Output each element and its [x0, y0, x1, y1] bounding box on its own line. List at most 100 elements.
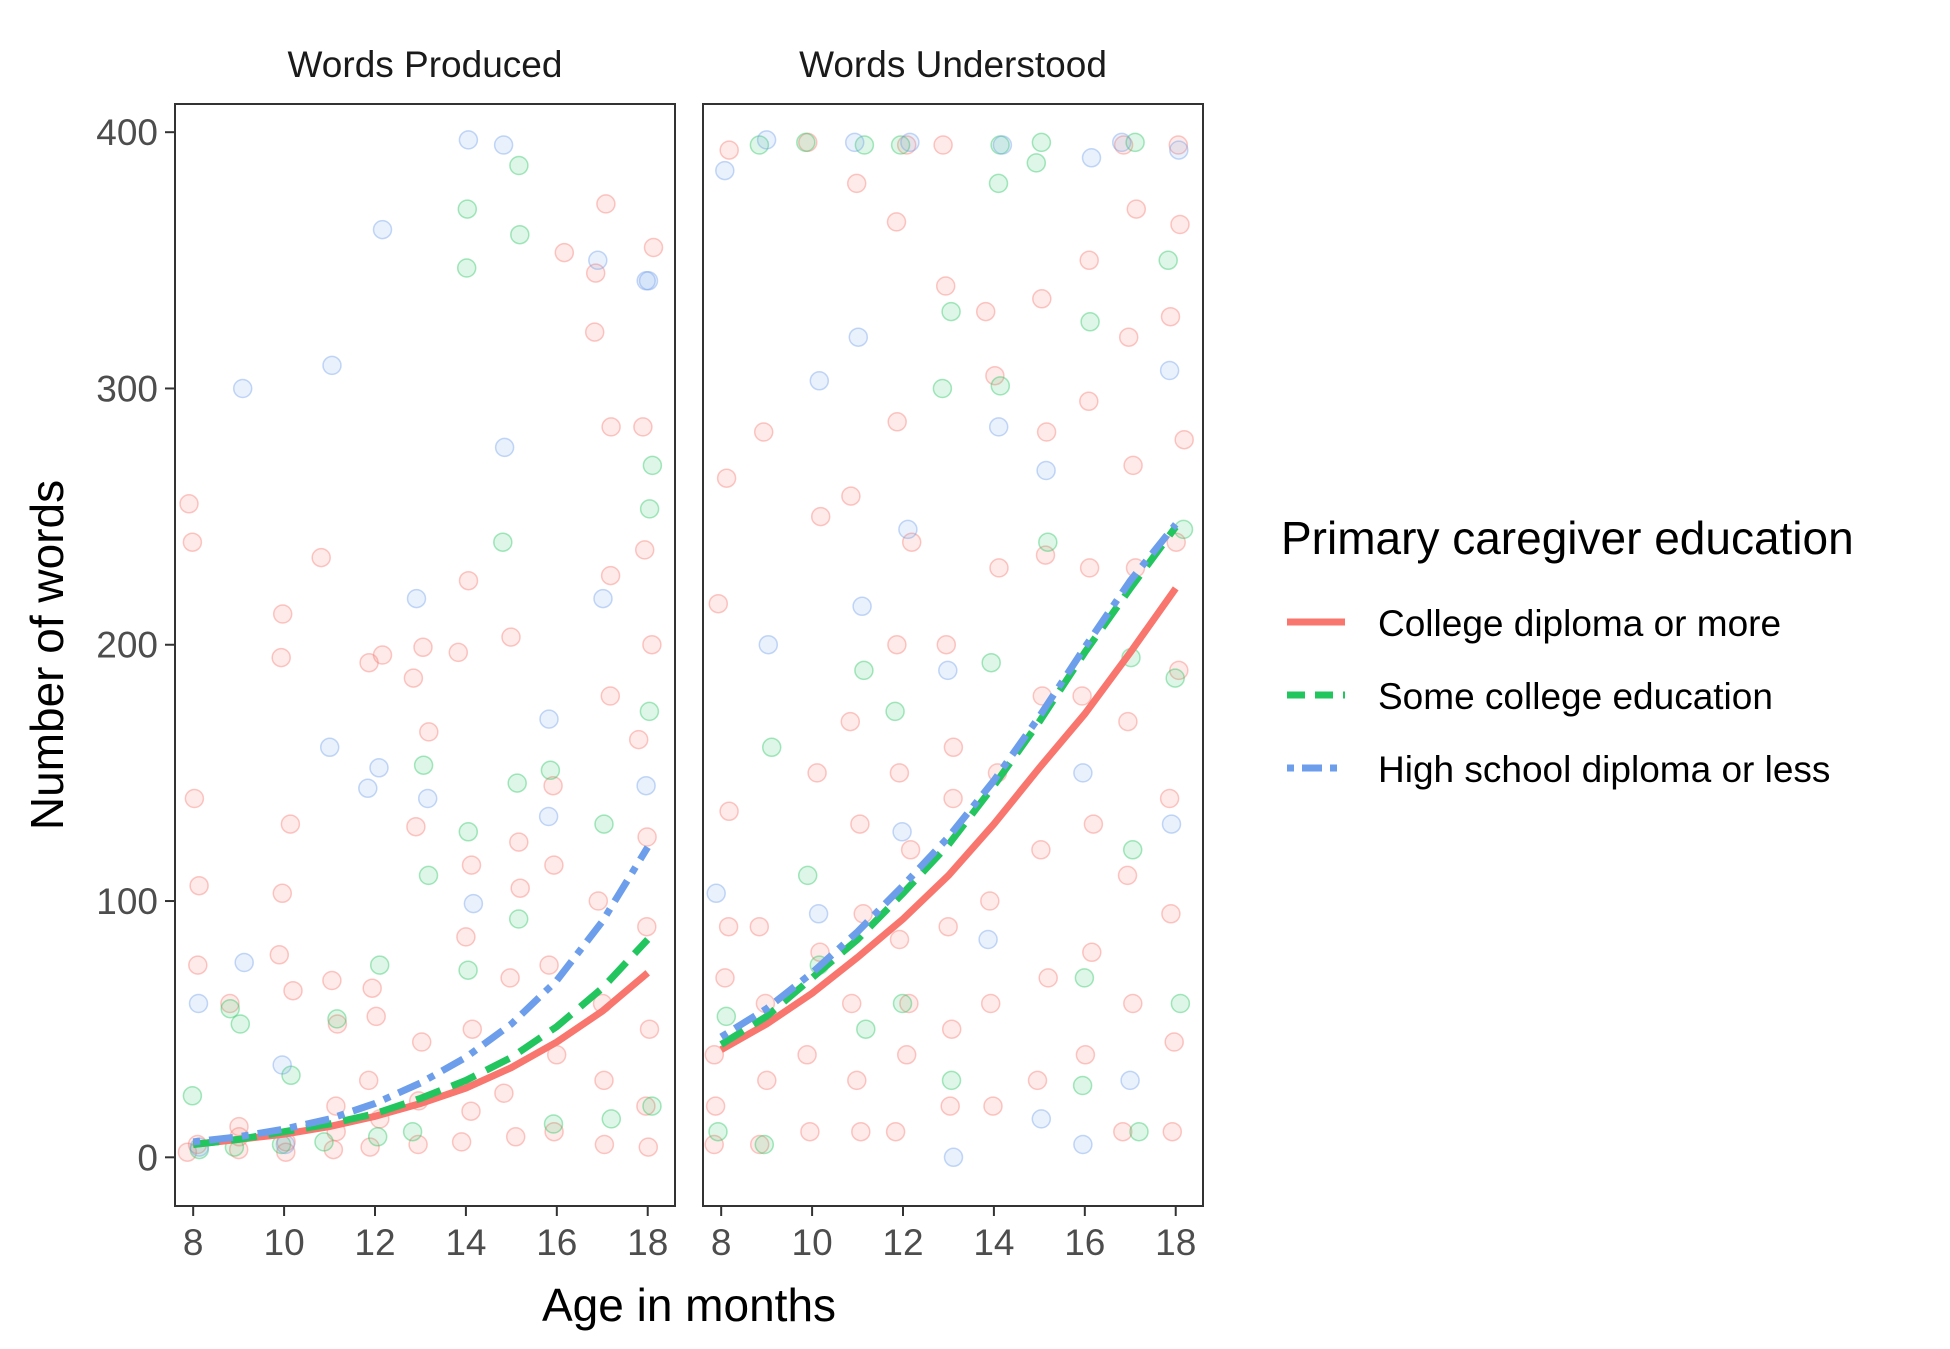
data-point	[509, 155, 529, 176]
data-point	[1169, 140, 1189, 160]
data-point	[358, 1070, 379, 1091]
data-point	[229, 1116, 249, 1137]
data-point	[841, 993, 862, 1014]
data-point	[636, 1096, 656, 1116]
data-point	[366, 1006, 386, 1027]
data-point	[588, 891, 609, 911]
data-point	[593, 588, 613, 609]
x-tick-label: 14	[445, 1222, 486, 1263]
data-point	[749, 135, 770, 155]
data-point	[900, 132, 920, 153]
data-point	[1122, 840, 1143, 860]
data-point	[1031, 1109, 1052, 1129]
data-point	[1079, 391, 1099, 412]
data-point	[636, 775, 656, 796]
data-point	[220, 993, 240, 1014]
data-point	[1159, 360, 1180, 381]
x-axis: 8 10 12 14 16 18	[711, 1206, 1196, 1263]
data-point	[885, 1121, 906, 1142]
data-point	[757, 1070, 777, 1091]
data-point	[901, 532, 922, 552]
data-point	[892, 993, 913, 1014]
data-point	[985, 365, 1005, 386]
data-point	[1123, 455, 1143, 476]
data-point	[327, 1009, 347, 1029]
data-point	[636, 271, 656, 291]
data-point	[719, 140, 739, 160]
data-point	[505, 1127, 526, 1147]
data-point	[642, 455, 663, 476]
data-point	[1158, 250, 1178, 271]
data-point	[179, 494, 199, 514]
data-point	[989, 558, 1009, 578]
data-point	[1161, 814, 1182, 834]
data-point	[326, 1096, 346, 1116]
data-point	[1113, 135, 1134, 155]
data-point	[456, 258, 477, 278]
fit-lines-layer	[719, 522, 1179, 1053]
data-point	[372, 219, 393, 240]
fit-line-high-school	[719, 522, 1179, 1040]
data-point	[1027, 1070, 1048, 1091]
strip-title: Words Produced	[288, 44, 563, 85]
panel-border	[174, 103, 676, 1207]
data-point	[493, 532, 513, 552]
data-point	[1169, 660, 1189, 681]
x-tick-label: 8	[183, 1222, 204, 1263]
points-layer	[704, 130, 1194, 1168]
data-point	[797, 865, 818, 886]
data-point	[406, 816, 426, 837]
data-point	[458, 130, 479, 150]
y-axis: 0 100 200 300 400	[96, 112, 175, 1178]
x-axis: 8 10 12 14 16 18	[183, 1206, 668, 1263]
data-point	[408, 1134, 428, 1155]
data-point	[932, 378, 953, 399]
data-point	[177, 1142, 198, 1162]
data-point	[269, 945, 290, 965]
data-point	[940, 1096, 960, 1116]
data-point	[797, 1045, 817, 1065]
data-point	[584, 322, 605, 342]
legend-title: Primary caregiver education	[1281, 512, 1854, 564]
data-point	[493, 135, 514, 155]
data-point	[846, 173, 867, 194]
data-point	[1083, 814, 1104, 834]
data-point	[716, 468, 737, 488]
data-point	[283, 980, 303, 1001]
fit-line-college	[719, 586, 1179, 1053]
data-point	[798, 132, 818, 153]
data-point	[319, 737, 340, 758]
data-point	[1113, 1121, 1133, 1142]
data-point	[510, 878, 530, 898]
y-tick-label: 100	[96, 881, 158, 922]
data-point	[372, 645, 393, 665]
data-point	[886, 212, 907, 232]
data-point	[1118, 327, 1139, 347]
data-point	[543, 775, 563, 796]
data-point	[896, 1045, 917, 1065]
data-point	[850, 814, 870, 834]
fit-lines-layer	[192, 845, 651, 1148]
data-point	[852, 596, 872, 617]
data-point	[461, 855, 482, 875]
data-point	[980, 891, 1000, 911]
data-point	[633, 417, 653, 437]
data-point	[708, 1121, 728, 1142]
data-point	[1174, 429, 1194, 450]
data-point	[182, 1086, 203, 1106]
x-tick-label: 10	[792, 1222, 833, 1263]
data-point	[992, 135, 1013, 155]
strip-title: Words Understood	[799, 44, 1107, 85]
data-point	[417, 788, 438, 809]
data-point	[1036, 460, 1056, 481]
y-tick-label: 0	[137, 1137, 158, 1178]
data-point	[272, 883, 293, 904]
data-point	[796, 132, 816, 153]
data-point	[403, 668, 424, 688]
data-point	[494, 437, 515, 458]
data-point	[182, 532, 203, 552]
data-point	[369, 758, 389, 778]
legend-keys	[1287, 618, 1345, 772]
panel-words-understood: Words Understood 8 10 12 14 16 18	[702, 44, 1204, 1263]
data-point	[271, 647, 291, 668]
